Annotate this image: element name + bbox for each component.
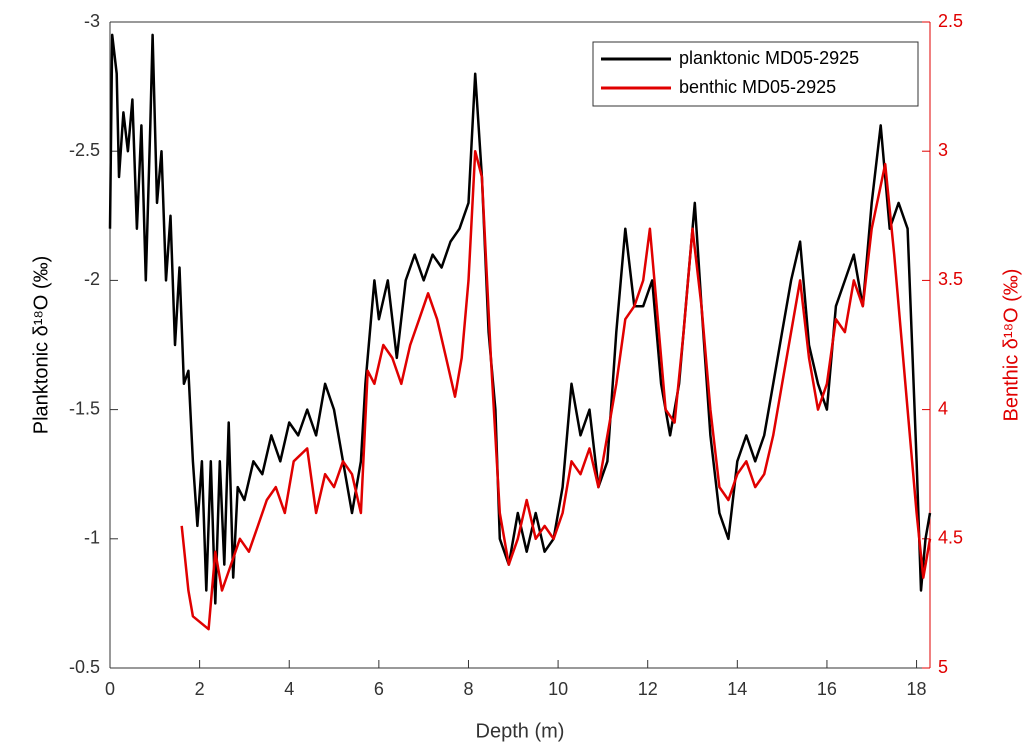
- x-axis-label: Depth (m): [476, 720, 565, 742]
- x-tick-label: 6: [374, 679, 384, 699]
- x-tick-label: 16: [817, 679, 837, 699]
- y2-tick-label: 4.5: [938, 528, 963, 548]
- x-tick-label: 2: [195, 679, 205, 699]
- x-tick-label: 10: [548, 679, 568, 699]
- y2-axis-label: Benthic δ¹⁸O (‰): [1000, 269, 1022, 422]
- y-tick-label: -0.5: [69, 657, 100, 677]
- series-line: [108, 33, 932, 605]
- x-tick-label: 4: [284, 679, 294, 699]
- x-tick-label: 8: [463, 679, 473, 699]
- series-line: [180, 149, 932, 631]
- legend-box: [592, 41, 919, 107]
- x-tick-label: 0: [105, 679, 115, 699]
- x-tick-label: 18: [907, 679, 927, 699]
- y2-tick-label: 3.5: [938, 269, 963, 289]
- y-tick-label: -1: [84, 528, 100, 548]
- y-axis-label: Planktonic δ¹⁸O (‰): [30, 256, 52, 435]
- y2-tick-label: 2.5: [938, 11, 963, 31]
- legend-label: benthic MD05-2925: [679, 77, 836, 97]
- y2-tick-label: 4: [938, 398, 948, 418]
- y-tick-label: -2.5: [69, 140, 100, 160]
- x-tick-label: 12: [638, 679, 658, 699]
- y2-tick-label: 3: [938, 140, 948, 160]
- y-tick-label: -1.5: [69, 398, 100, 418]
- x-tick-label: 14: [727, 679, 747, 699]
- y-tick-label: -3: [84, 11, 100, 31]
- legend-label: planktonic MD05-2925: [679, 48, 859, 68]
- y2-tick-label: 5: [938, 657, 948, 677]
- y-tick-label: -2: [84, 269, 100, 289]
